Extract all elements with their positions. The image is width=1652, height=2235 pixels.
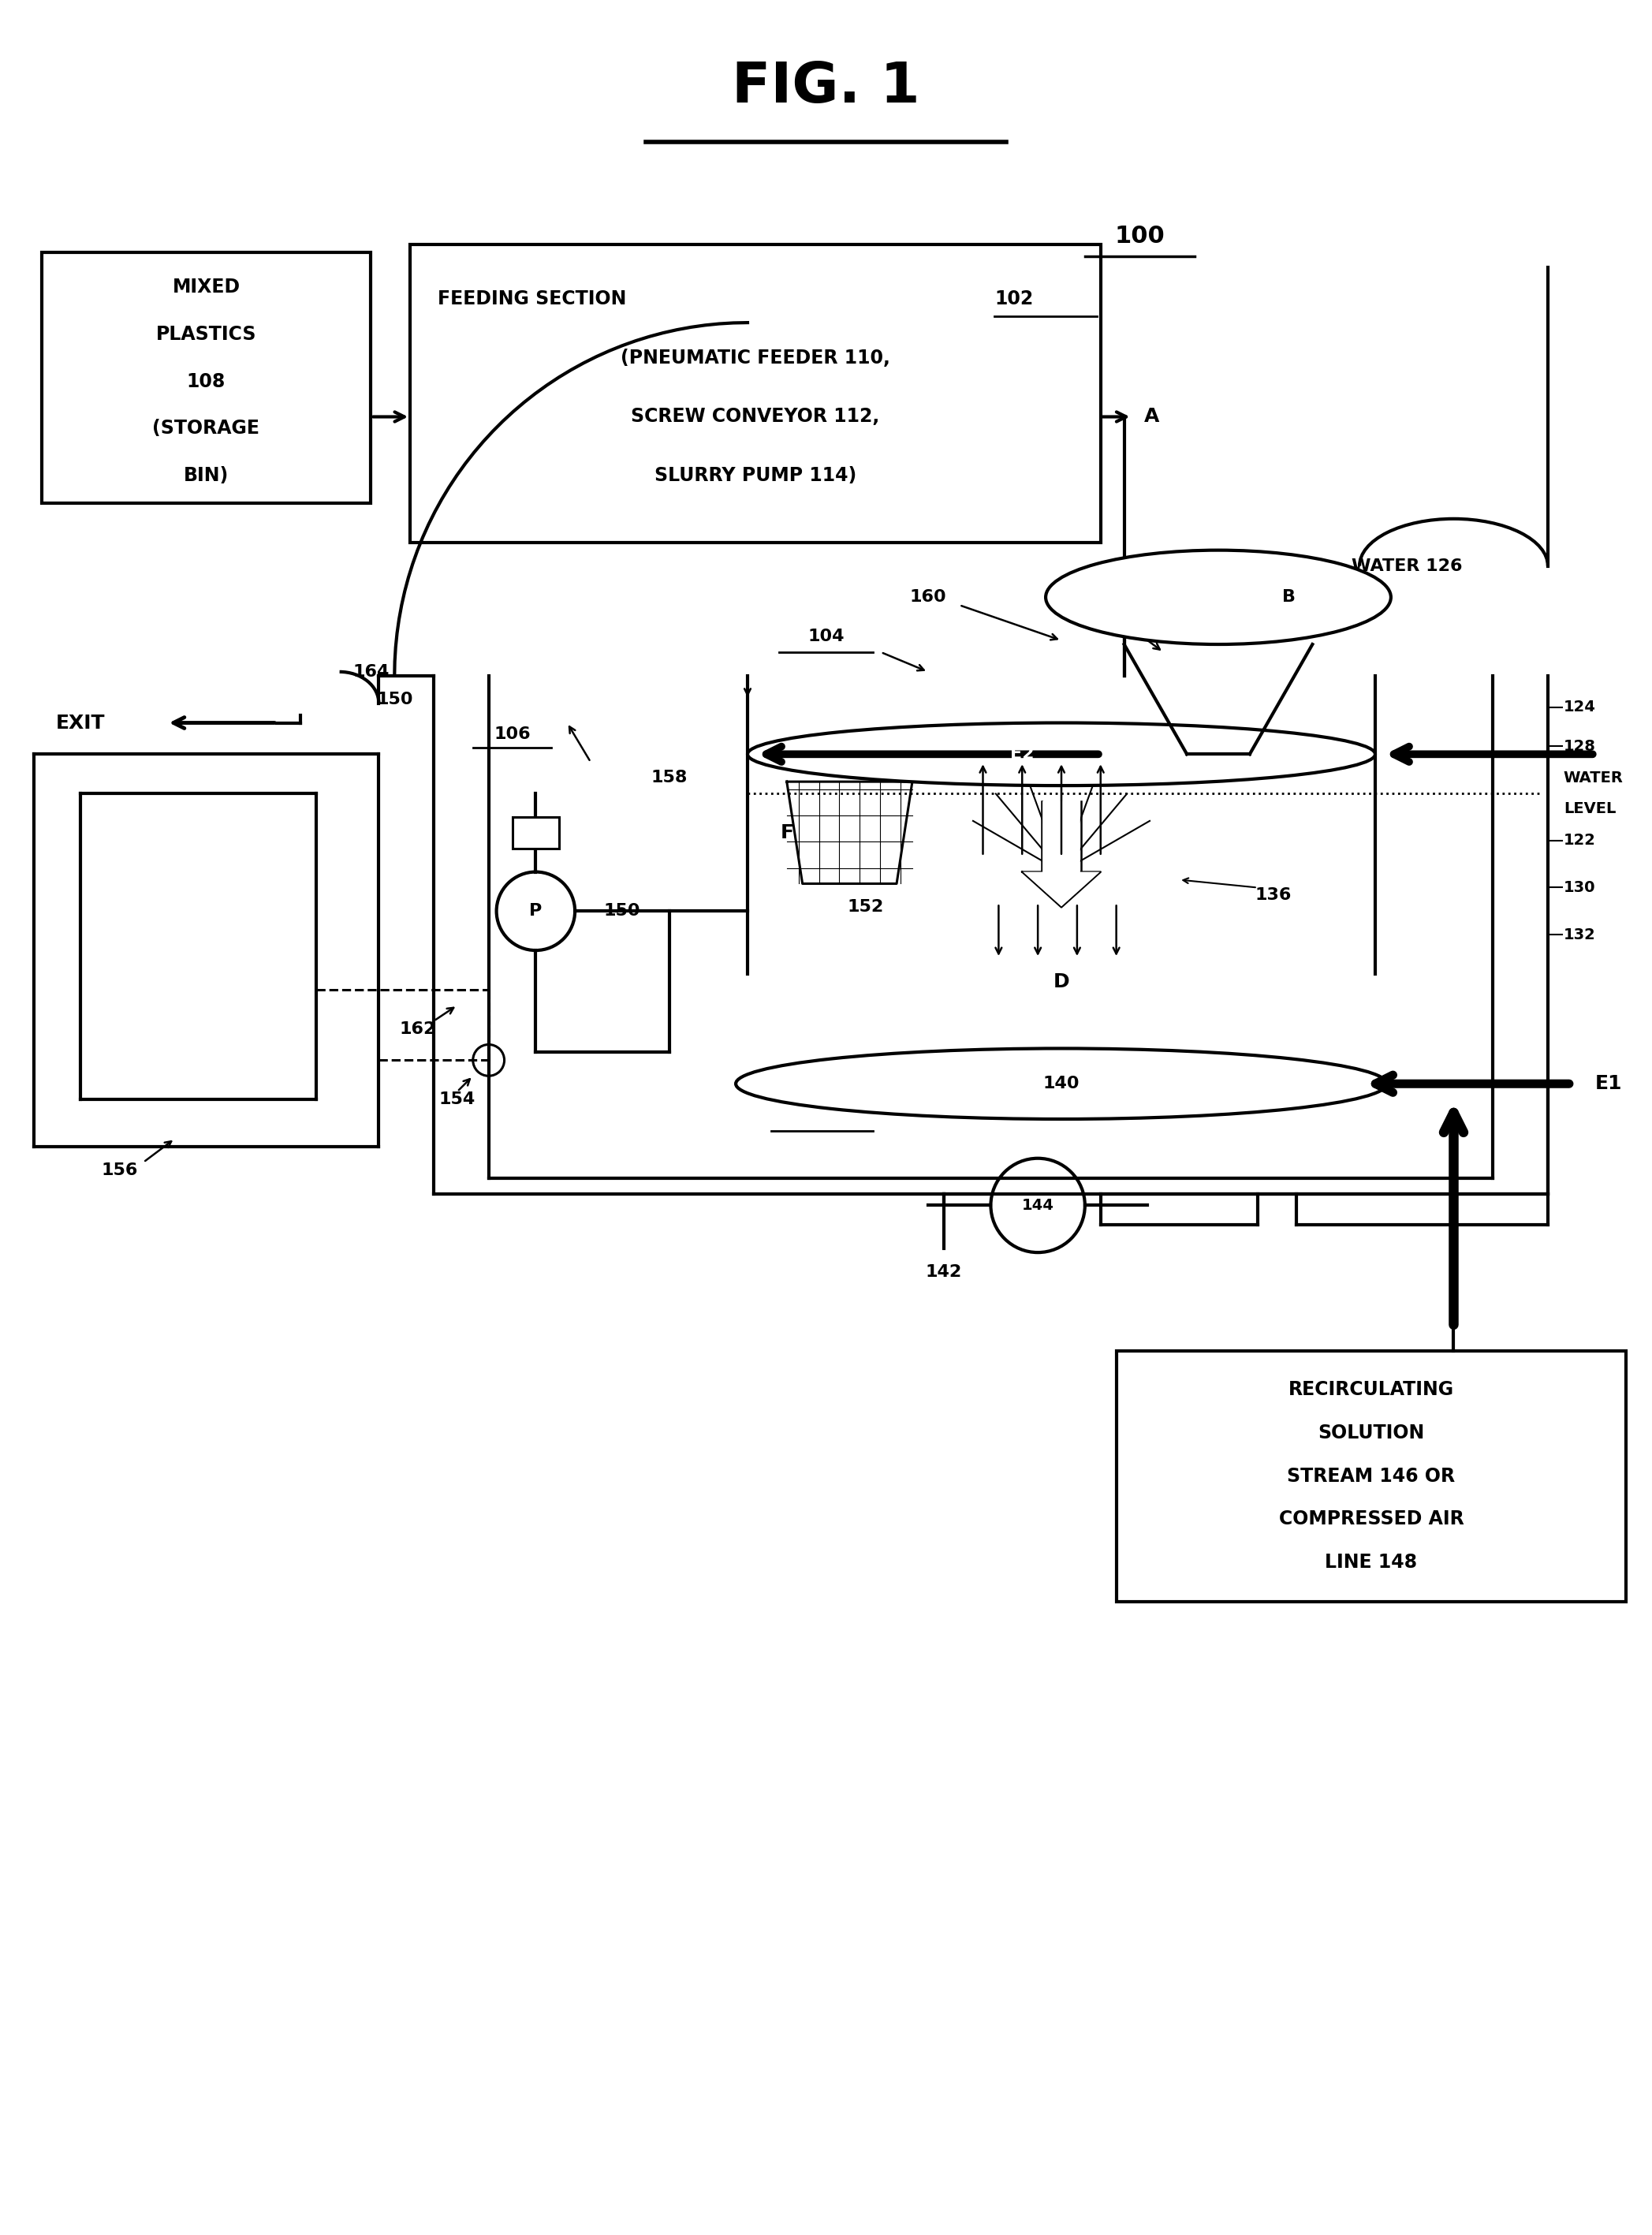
Text: 150: 150 bbox=[377, 691, 413, 706]
Text: WATER 126: WATER 126 bbox=[1351, 559, 1462, 574]
Text: 104: 104 bbox=[808, 628, 844, 644]
Ellipse shape bbox=[748, 722, 1374, 784]
Text: 160: 160 bbox=[910, 590, 947, 606]
Text: 124: 124 bbox=[1563, 700, 1596, 715]
FancyBboxPatch shape bbox=[1117, 1350, 1626, 1602]
Text: (PNEUMATIC FEEDER 110,: (PNEUMATIC FEEDER 110, bbox=[621, 349, 890, 367]
Text: 132: 132 bbox=[1563, 928, 1596, 943]
Ellipse shape bbox=[1046, 550, 1391, 644]
Text: 144: 144 bbox=[1021, 1198, 1054, 1214]
Text: 150: 150 bbox=[603, 903, 641, 919]
Text: 158: 158 bbox=[651, 769, 687, 787]
Text: RECIRCULATING: RECIRCULATING bbox=[1289, 1381, 1454, 1399]
Text: 156: 156 bbox=[101, 1162, 139, 1178]
Text: P: P bbox=[529, 903, 542, 919]
Text: LINE 148: LINE 148 bbox=[1325, 1553, 1417, 1571]
Polygon shape bbox=[1023, 802, 1100, 907]
Text: 142: 142 bbox=[925, 1265, 961, 1281]
Text: F: F bbox=[780, 822, 793, 843]
Text: 136: 136 bbox=[1256, 887, 1292, 903]
FancyBboxPatch shape bbox=[41, 253, 372, 503]
Text: 130: 130 bbox=[1563, 881, 1596, 894]
Text: 162: 162 bbox=[400, 1021, 436, 1037]
Text: SLURRY PUMP 114): SLURRY PUMP 114) bbox=[654, 467, 856, 485]
Text: 152: 152 bbox=[847, 898, 884, 914]
Text: SCREW CONVEYOR 112,: SCREW CONVEYOR 112, bbox=[631, 407, 879, 427]
Text: STREAM 146 OR: STREAM 146 OR bbox=[1287, 1466, 1455, 1486]
FancyBboxPatch shape bbox=[410, 244, 1100, 543]
Text: MIXED: MIXED bbox=[172, 277, 240, 297]
Text: 154: 154 bbox=[439, 1091, 476, 1106]
Ellipse shape bbox=[735, 1048, 1388, 1120]
Text: 128: 128 bbox=[1563, 740, 1596, 753]
Text: 122: 122 bbox=[1563, 834, 1596, 847]
Text: EXIT: EXIT bbox=[56, 713, 106, 733]
Text: B: B bbox=[1282, 590, 1295, 606]
Text: A: A bbox=[1143, 407, 1160, 427]
Text: WATER: WATER bbox=[1563, 771, 1624, 784]
Text: 106: 106 bbox=[494, 726, 530, 742]
Text: BIN): BIN) bbox=[183, 467, 228, 485]
Text: 102: 102 bbox=[995, 291, 1034, 308]
Text: 120: 120 bbox=[1067, 590, 1104, 606]
Text: 140: 140 bbox=[1042, 1075, 1080, 1091]
Text: (STORAGE: (STORAGE bbox=[152, 420, 259, 438]
Text: SOLUTION: SOLUTION bbox=[1318, 1424, 1424, 1442]
Text: FIG. 1: FIG. 1 bbox=[732, 60, 920, 114]
Text: PLASTICS: PLASTICS bbox=[155, 324, 256, 344]
Text: COMPRESSED AIR: COMPRESSED AIR bbox=[1279, 1511, 1464, 1529]
Text: FEEDING SECTION: FEEDING SECTION bbox=[438, 291, 633, 308]
Text: D: D bbox=[1054, 972, 1069, 990]
Text: E1: E1 bbox=[1594, 1075, 1622, 1093]
Bar bbox=[512, 818, 560, 849]
Text: 100: 100 bbox=[1115, 226, 1165, 248]
Text: 164: 164 bbox=[352, 664, 390, 679]
Text: LEVEL: LEVEL bbox=[1563, 802, 1616, 816]
Text: E2: E2 bbox=[1009, 746, 1034, 762]
Text: 108: 108 bbox=[187, 371, 226, 391]
